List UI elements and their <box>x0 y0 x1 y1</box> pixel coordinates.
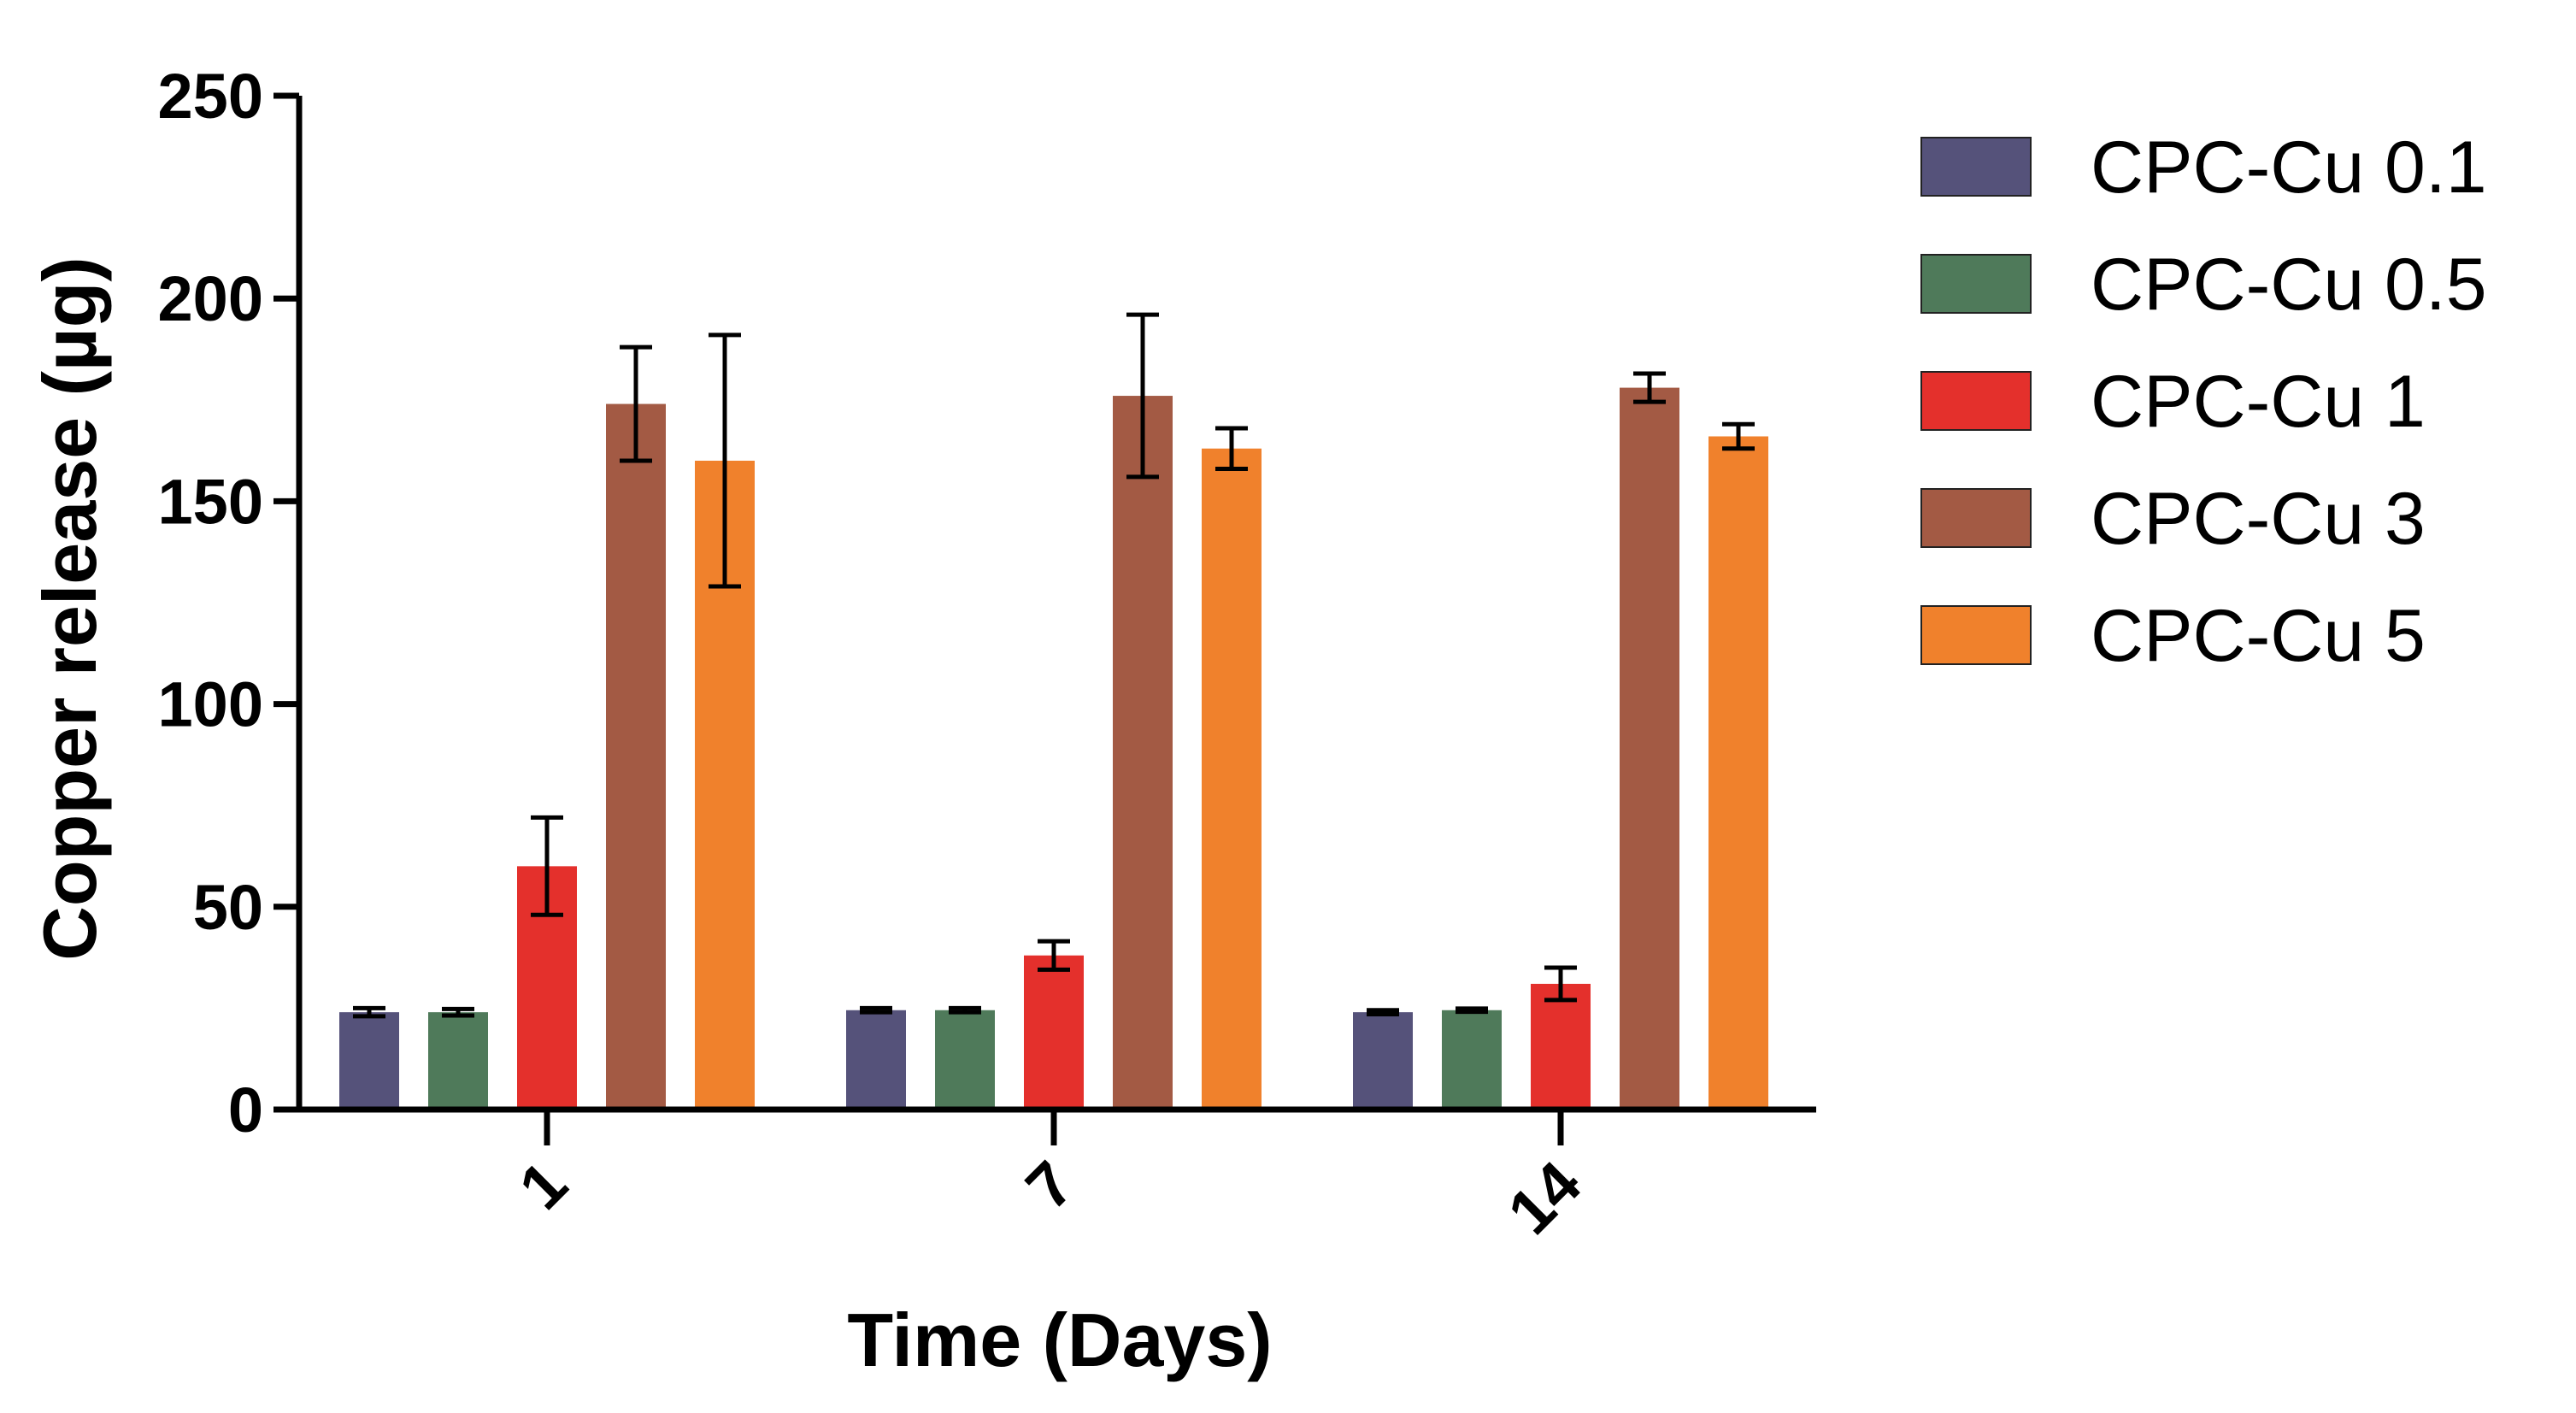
error-bar <box>1367 1008 1399 1017</box>
bar <box>428 1012 488 1110</box>
error-bar <box>620 344 652 463</box>
legend-item: CPC-Cu 0.5 <box>1920 244 2487 326</box>
bar <box>935 1010 995 1110</box>
legend-item: CPC-Cu 5 <box>1920 595 2426 677</box>
bar <box>606 403 666 1110</box>
bar <box>1353 1012 1413 1110</box>
x-tick-label: 1 <box>506 1148 581 1223</box>
legend-swatch <box>1920 371 2032 431</box>
error-bar <box>1038 939 1070 972</box>
legend-label: CPC-Cu 3 <box>2091 478 2426 560</box>
error-bars-layer <box>353 312 1755 1019</box>
error-bar <box>1215 426 1248 471</box>
legend-swatch <box>1920 605 2032 665</box>
legend-swatch <box>1920 254 2032 314</box>
legend-item: CPC-Cu 0.1 <box>1920 127 2487 209</box>
bar <box>1709 436 1768 1110</box>
error-bar <box>709 333 741 589</box>
legend-swatch <box>1920 488 2032 548</box>
legend-label: CPC-Cu 0.1 <box>2091 127 2487 209</box>
error-bar <box>1544 965 1577 1003</box>
x-tick-label: 7 <box>1013 1148 1088 1223</box>
x-axis-title: Time (Days) <box>847 1298 1272 1382</box>
legend-label: CPC-Cu 5 <box>2091 595 2426 677</box>
y-tick-label: 100 <box>158 669 263 740</box>
error-bar <box>1126 312 1159 480</box>
error-bar <box>442 1006 474 1018</box>
bars-layer <box>339 387 1768 1110</box>
error-bar <box>1456 1006 1488 1015</box>
bar <box>1202 448 1262 1110</box>
y-tick-label: 50 <box>193 872 263 943</box>
bar <box>1113 396 1173 1110</box>
error-bar <box>353 1005 385 1019</box>
y-tick-label: 0 <box>228 1074 263 1145</box>
error-bar <box>531 815 563 917</box>
legend-item: CPC-Cu 1 <box>1920 361 2426 443</box>
error-bar <box>949 1005 981 1015</box>
legend-label: CPC-Cu 0.5 <box>2091 244 2487 326</box>
x-tick-label: 14 <box>1494 1148 1594 1248</box>
legend-item: CPC-Cu 3 <box>1920 478 2426 560</box>
y-axis-title: Copper release (µg) <box>27 256 112 960</box>
y-tick-label: 200 <box>158 263 263 334</box>
bar <box>339 1012 399 1110</box>
error-bar <box>1633 371 1666 404</box>
bar <box>1442 1010 1502 1110</box>
bar <box>1024 955 1084 1110</box>
bar <box>1531 983 1591 1110</box>
error-bar <box>1722 421 1755 451</box>
y-tick-label: 250 <box>158 61 263 132</box>
legend-swatch <box>1920 137 2032 197</box>
error-bar <box>860 1005 892 1015</box>
y-tick-label: 150 <box>158 466 263 537</box>
bar <box>846 1010 906 1110</box>
legend-label: CPC-Cu 1 <box>2091 361 2426 443</box>
legend: CPC-Cu 0.1 CPC-Cu 0.5 CPC-Cu 1 CPC-Cu 3 CPC-… <box>1920 127 2487 677</box>
bar <box>1620 387 1679 1110</box>
